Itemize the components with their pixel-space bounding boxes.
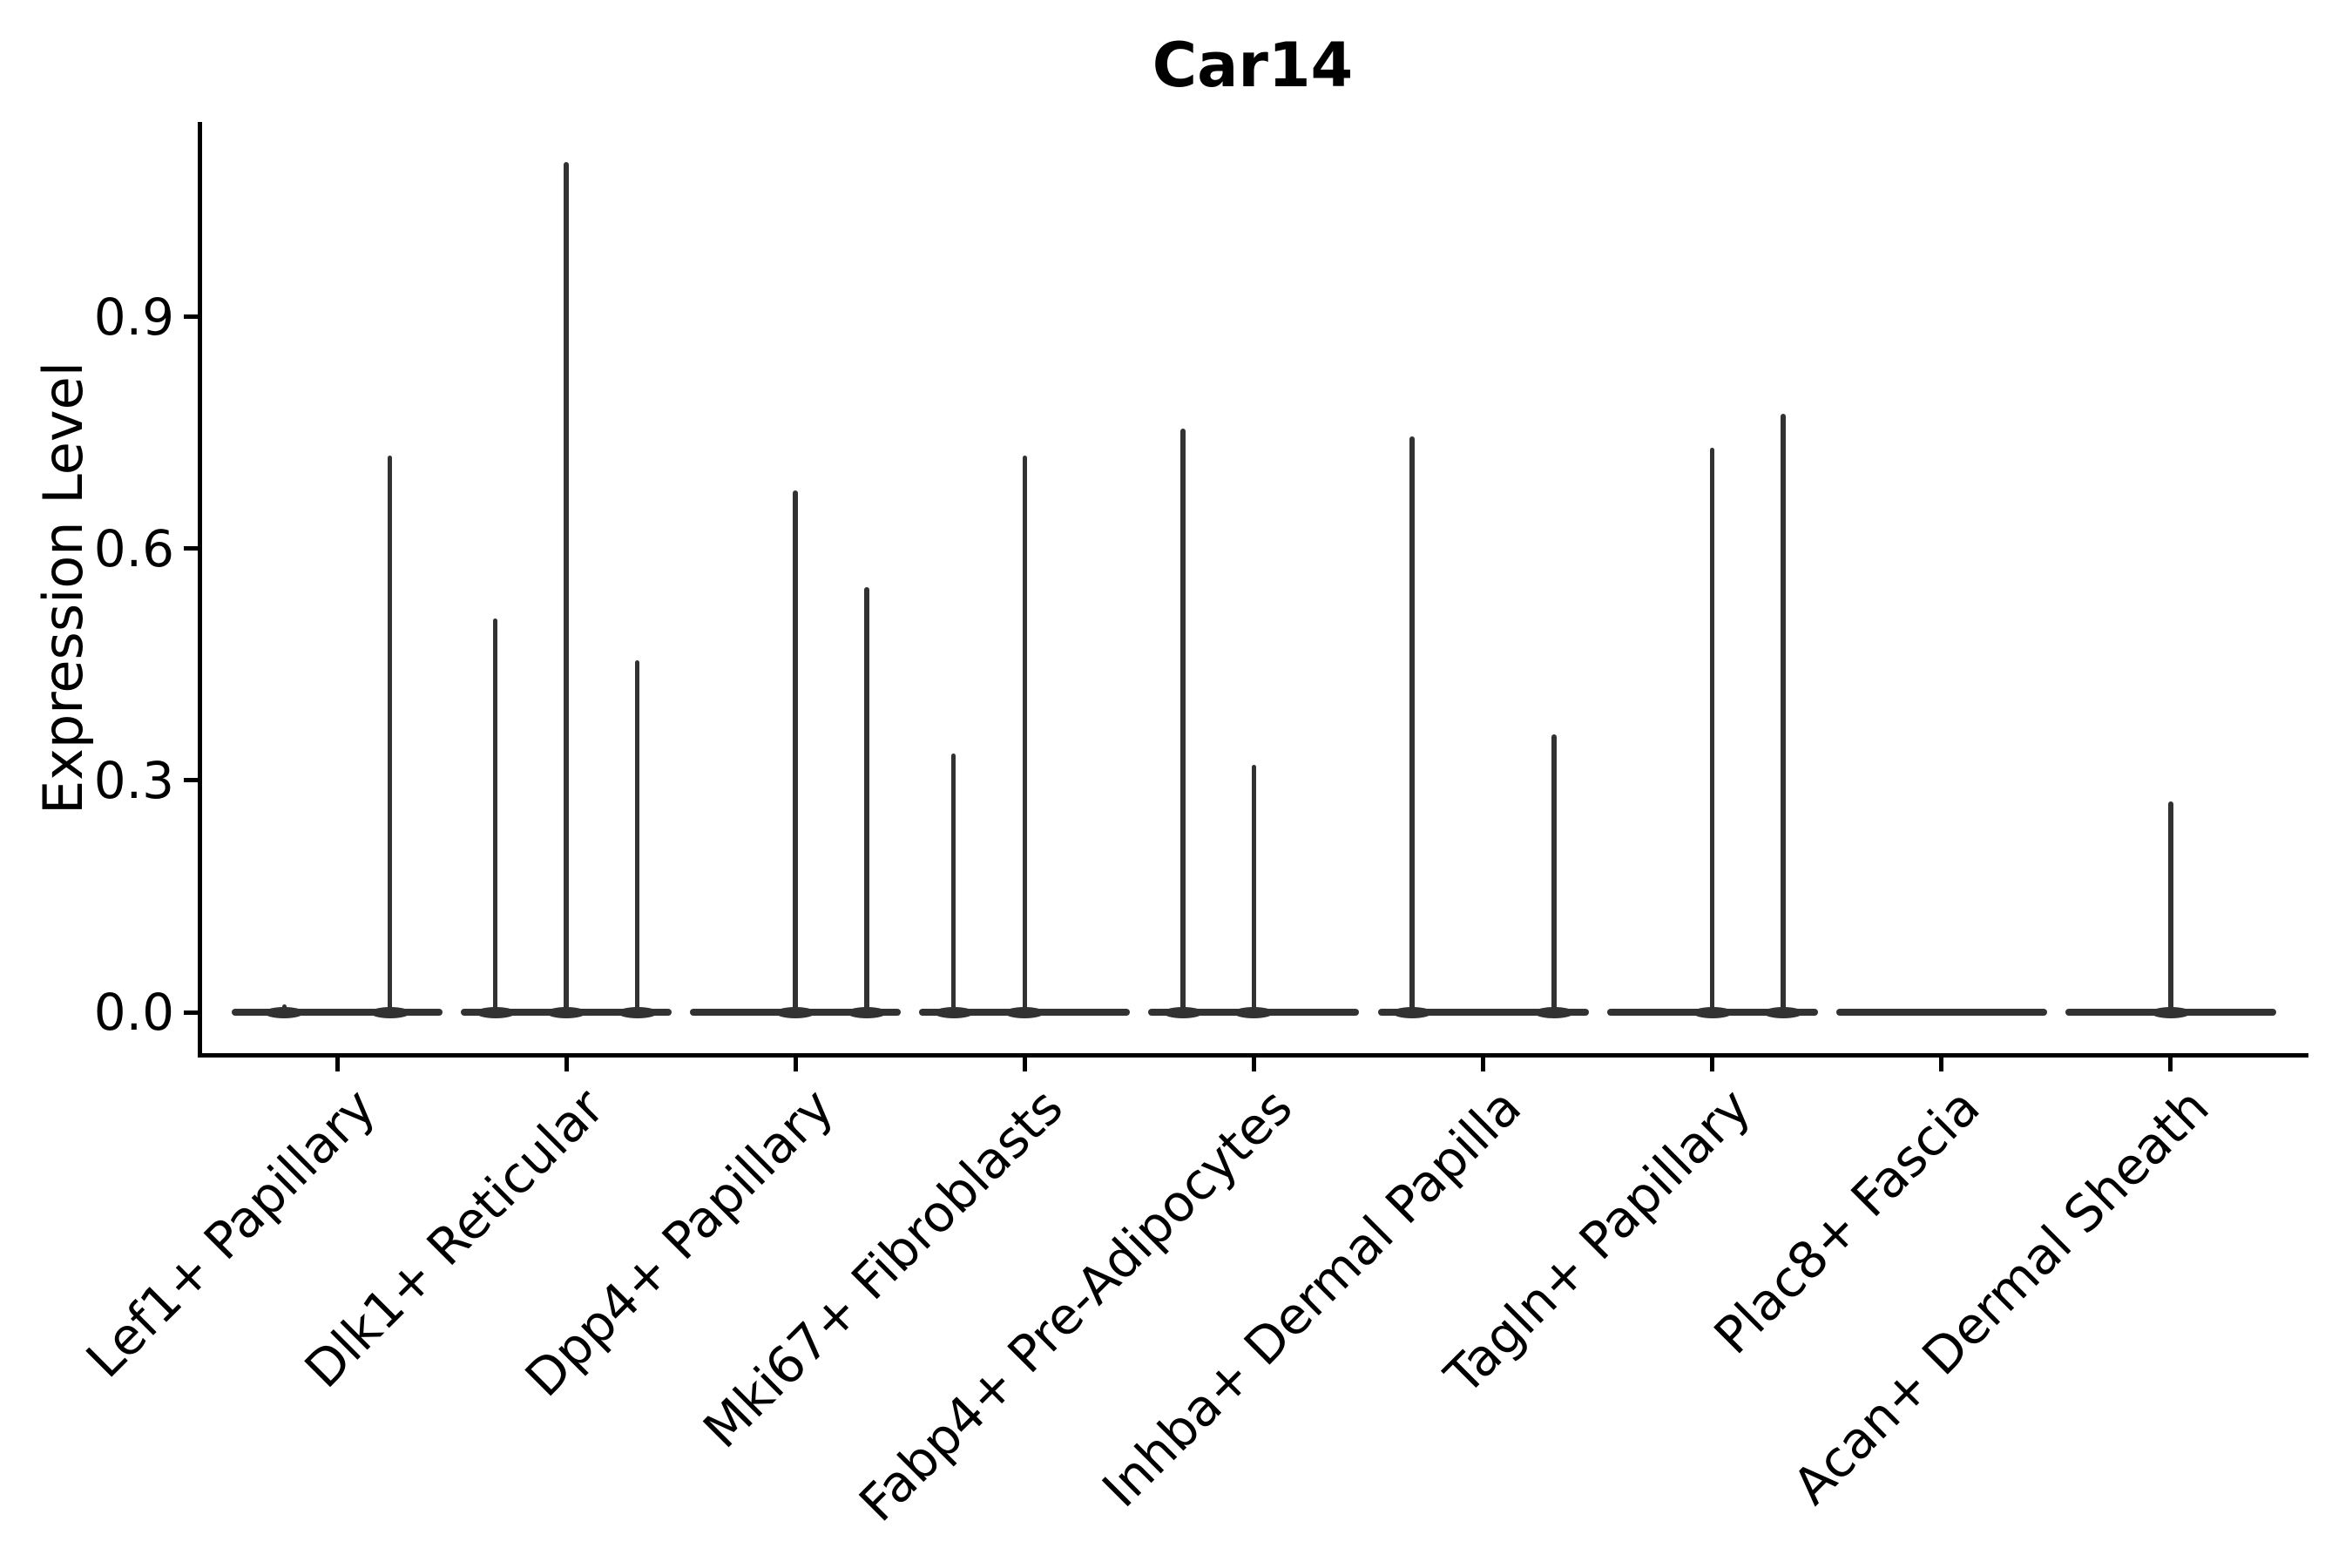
y-axis-spine <box>198 122 202 1058</box>
violin-base <box>232 1009 443 1016</box>
x-tick <box>1481 1058 1485 1071</box>
y-tick <box>184 314 198 320</box>
violin-spike <box>864 587 869 1015</box>
violin-base <box>1835 1009 2047 1016</box>
violin-spike <box>1781 413 1786 1015</box>
x-tick <box>1251 1058 1256 1071</box>
chart-title: Car14 <box>1152 30 1354 101</box>
violin-spike <box>564 162 569 1015</box>
violin-spike <box>492 618 498 1015</box>
violin-spike <box>1180 429 1186 1015</box>
violin-spike <box>1022 456 1028 1015</box>
x-axis-spine <box>198 1053 2308 1058</box>
x-tick-label-9: Acan+ Dermal Sheath <box>1781 1077 2220 1517</box>
violin-spike <box>793 490 798 1015</box>
x-tick <box>335 1058 340 1071</box>
x-tick <box>564 1058 569 1071</box>
y-tick <box>184 778 198 783</box>
x-tick-label-6: Inhba+ Dermal Papilla <box>1091 1077 1533 1519</box>
violin-base <box>1377 1009 1589 1016</box>
violin-spike <box>634 660 640 1015</box>
x-tick <box>2168 1058 2173 1071</box>
y-tick-label: 0.3 <box>93 750 174 810</box>
violin-spike <box>387 456 393 1015</box>
violin-spike <box>281 1004 287 1015</box>
x-tick <box>1022 1058 1027 1071</box>
y-tick <box>184 1010 198 1015</box>
violin-spike <box>1251 765 1257 1015</box>
violin-spike <box>2168 801 2173 1015</box>
x-tick <box>793 1058 798 1071</box>
x-tick <box>1710 1058 1715 1071</box>
y-tick-label: 0.0 <box>93 983 174 1042</box>
violin-spike <box>1709 448 1715 1015</box>
x-tick-label-5: Fabp4+ Pre-Adipocytes <box>847 1077 1304 1533</box>
y-tick-label: 0.6 <box>93 518 174 578</box>
x-tick <box>1939 1058 1944 1071</box>
violin-spike <box>950 753 956 1015</box>
violin-spike <box>1409 436 1415 1015</box>
y-tick <box>184 546 198 551</box>
violin-spike <box>1551 733 1557 1015</box>
y-tick-label: 0.9 <box>93 287 174 347</box>
